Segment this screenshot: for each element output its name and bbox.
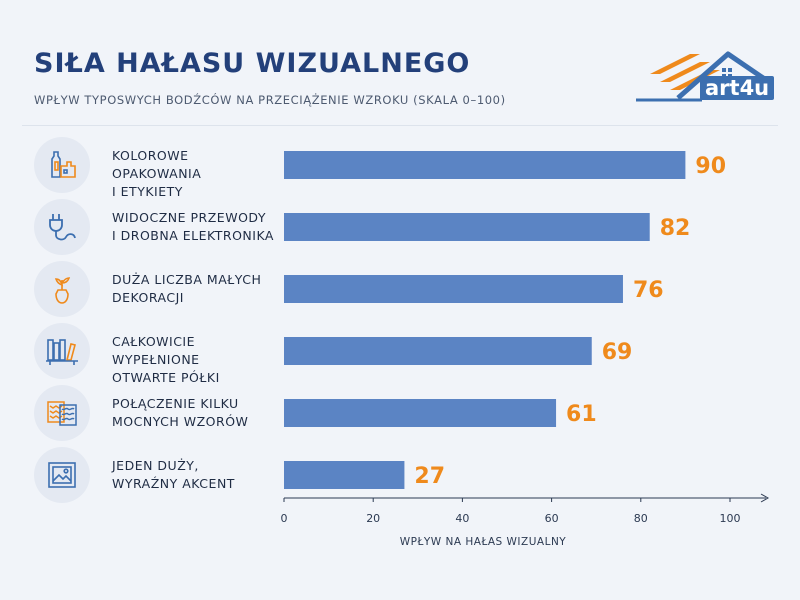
page-subtitle: WPŁYW TYPOSWYCH BODŹCÓW NA PRZECIĄŻENIE … xyxy=(34,93,506,107)
category-label: KOLOROWE OPAKOWANIA I ETYKIETY xyxy=(112,148,202,199)
x-axis-arrow xyxy=(760,493,770,503)
bar-value-label: 27 xyxy=(414,464,445,489)
bottles-and-boxes-icon xyxy=(34,137,90,193)
x-tick-label: 0 xyxy=(281,512,288,525)
bar xyxy=(284,151,686,179)
x-tick-label: 60 xyxy=(545,512,559,525)
framed-picture-icon xyxy=(34,447,90,503)
logo-text: art4u xyxy=(700,76,775,100)
bar xyxy=(284,461,405,489)
logo-house-icon xyxy=(636,51,774,102)
x-tick-label: 100 xyxy=(720,512,741,525)
category-label: POŁĄCZENIE KILKU MOCNYCH WZORÓW xyxy=(112,396,249,429)
category-label: JEDEN DUŻY, WYRAŹNY AKCENT xyxy=(112,458,235,491)
vase-plant-icon xyxy=(34,261,90,317)
bar-value-label: 69 xyxy=(602,340,633,365)
bookshelf-icon xyxy=(34,323,90,379)
page-title: SIŁA HAŁASU WIZUALNEGO xyxy=(34,48,471,79)
category-label: WIDOCZNE PRZEWODY I DROBNA ELEKTRONIKA xyxy=(112,210,274,243)
bar xyxy=(284,213,650,241)
bar xyxy=(284,337,592,365)
x-axis-title: WPŁYW NA HAŁAS WIZUALNY xyxy=(399,536,567,548)
category-label: CAŁKOWICIE WYPEŁNIONE OTWARTE PÓŁKI xyxy=(112,334,220,385)
category-label: DUŻA LICZBA MAŁYCH DEKORACJI xyxy=(112,272,262,305)
header-divider xyxy=(22,125,778,126)
x-tick-label: 80 xyxy=(634,512,648,525)
x-tick-label: 40 xyxy=(455,512,469,525)
bar xyxy=(284,399,557,427)
bar-value-label: 82 xyxy=(660,216,691,241)
plug-cable-icon xyxy=(34,199,90,255)
bar-value-label: 61 xyxy=(566,402,597,427)
patterns-icon xyxy=(34,385,90,441)
x-tick-label: 20 xyxy=(366,512,380,525)
bar-value-label: 90 xyxy=(695,154,726,179)
bar-value-label: 76 xyxy=(633,278,664,303)
bar xyxy=(284,275,623,303)
